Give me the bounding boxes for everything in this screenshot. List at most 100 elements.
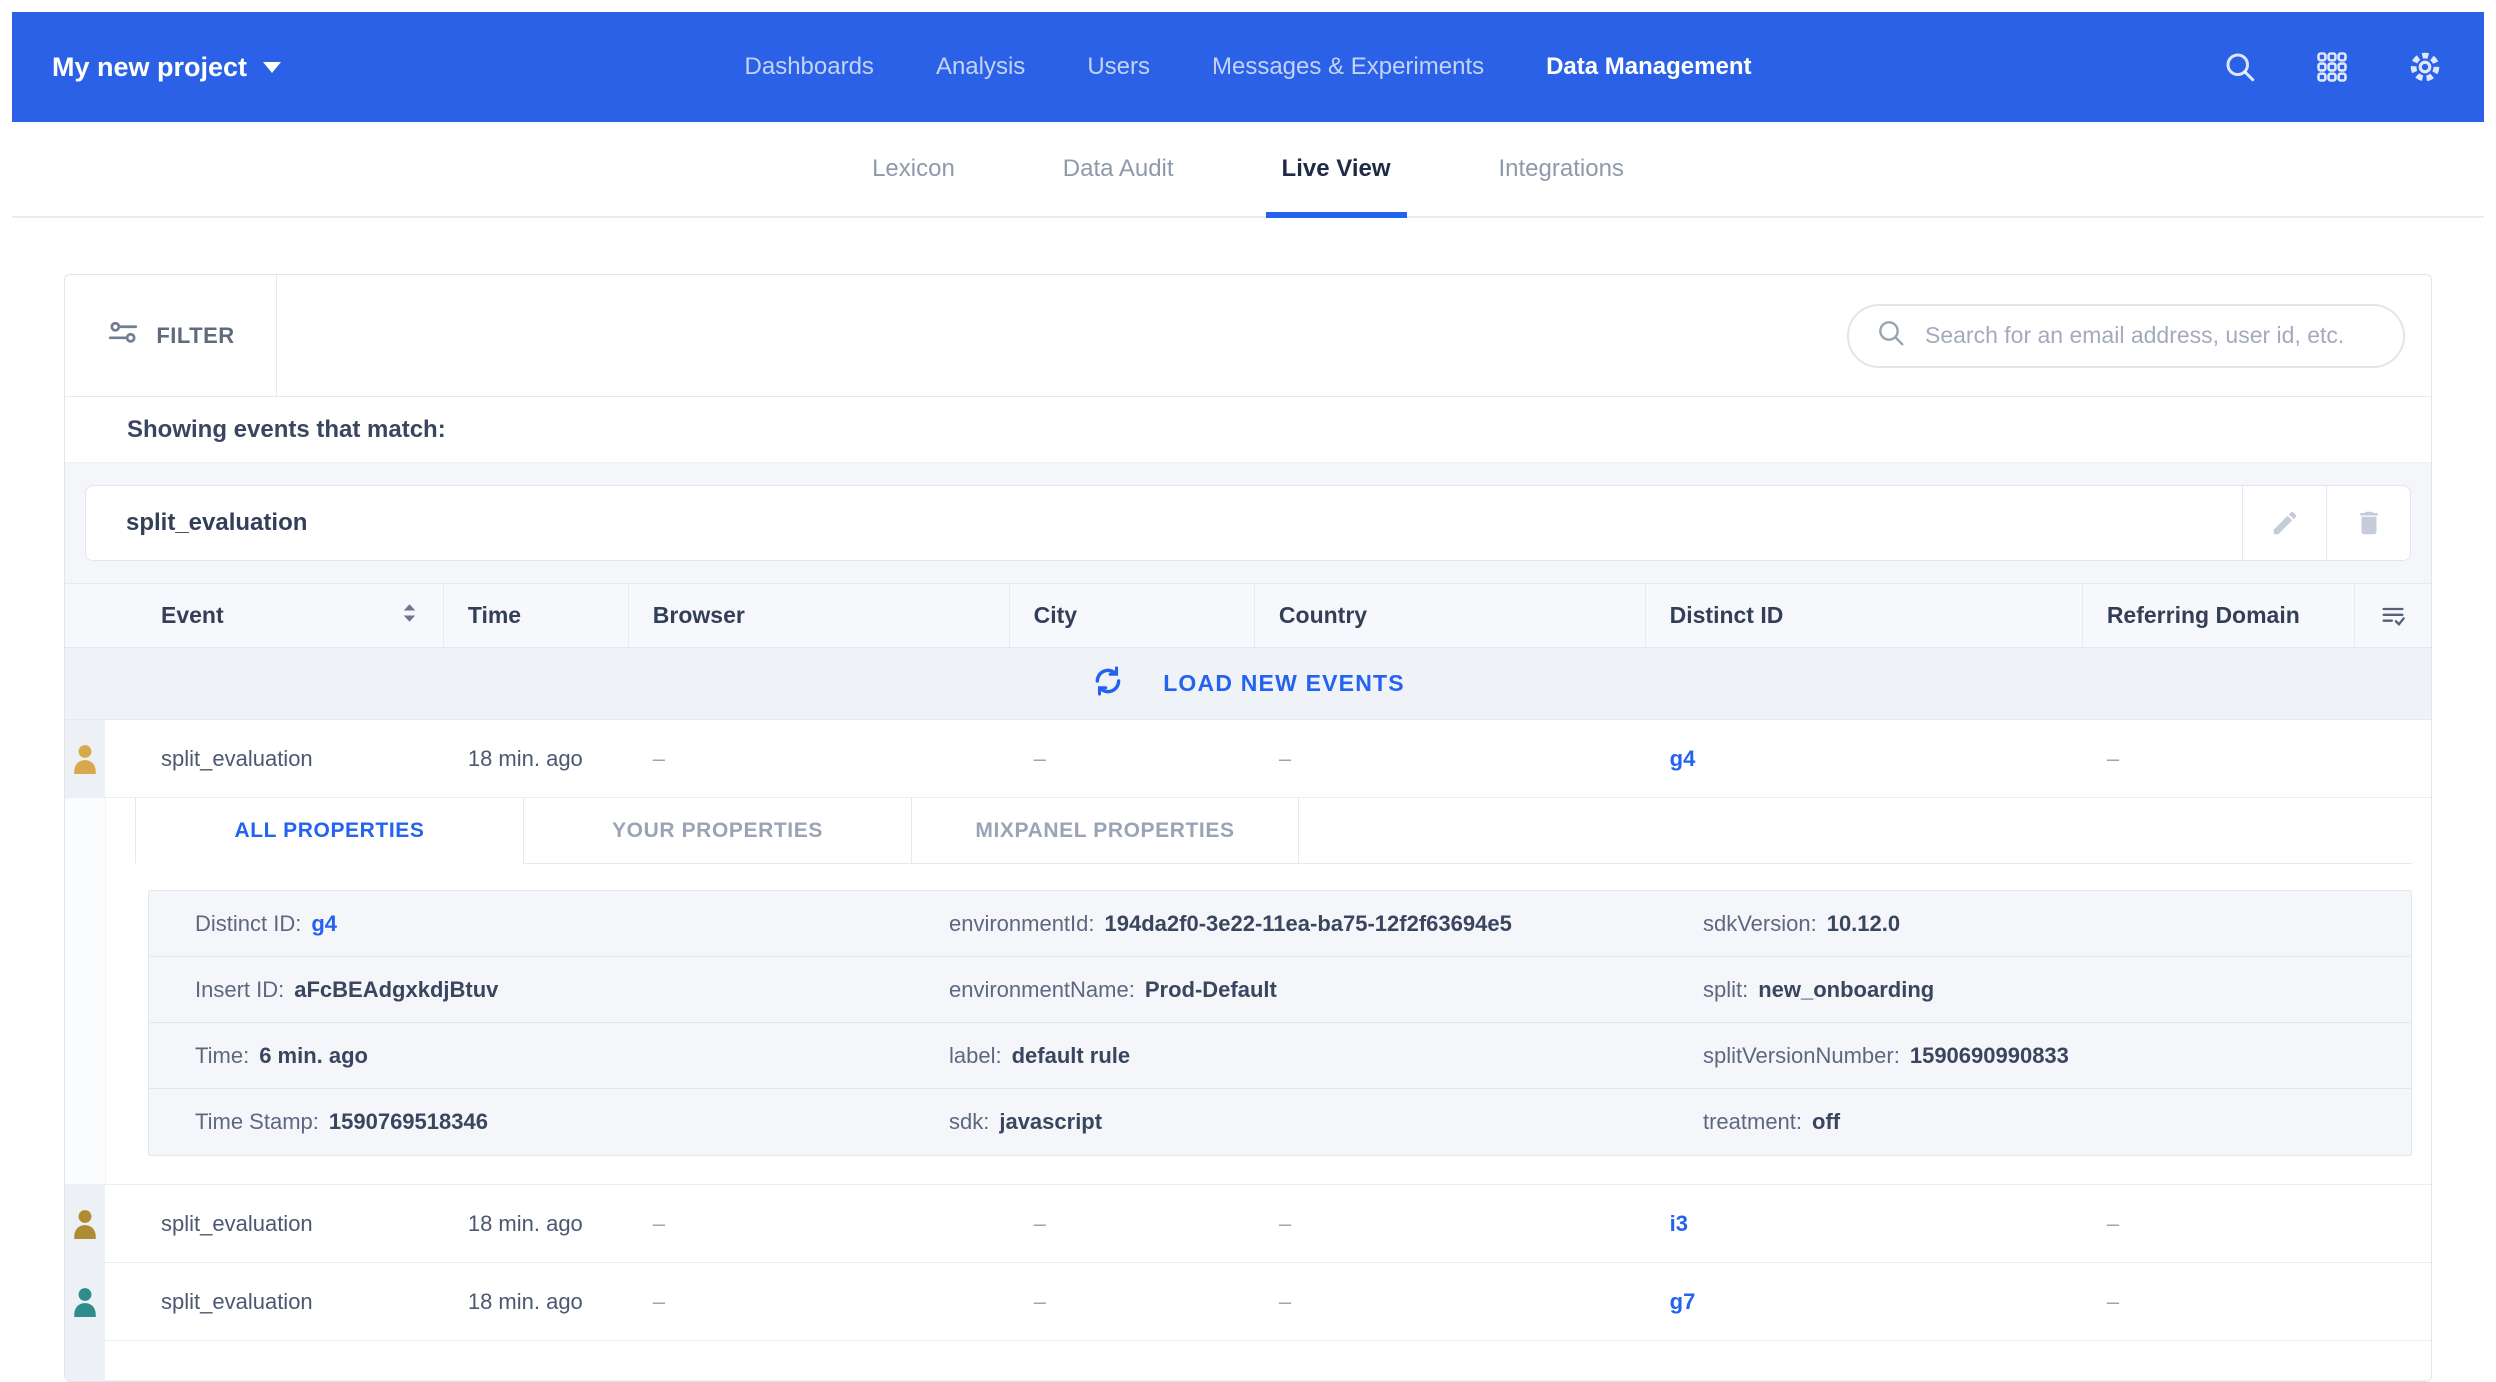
properties-row: Time: 6 min. ago label: default rule split… <box>149 1023 2411 1089</box>
event-time: 18 min. ago <box>467 1210 583 1236</box>
nav-item-analysis[interactable]: Analysis <box>935 53 1026 80</box>
distinct-id-link[interactable]: g4 <box>1669 745 1696 771</box>
navbar-icon-group <box>2222 48 2444 86</box>
top-navbar: My new project Dashboards Analysis Users… <box>12 12 2484 122</box>
filter-row: FILTER <box>65 275 2431 397</box>
event-country: – <box>1278 1288 1292 1314</box>
apps-grid-icon[interactable] <box>2314 49 2350 85</box>
edit-filter-button[interactable] <box>2242 486 2326 560</box>
nav-item-data-management[interactable]: Data Management <box>1546 53 1752 80</box>
property-value-link[interactable]: g4 <box>311 910 338 936</box>
load-new-events-button[interactable]: LOAD NEW EVENTS <box>65 648 2431 720</box>
list-check-icon <box>2382 607 2405 626</box>
events-table-header: Event Time Browser City Country Distinct… <box>65 584 2431 648</box>
search-icon <box>1875 317 1907 354</box>
avatar <box>65 1185 105 1262</box>
properties-row: Distinct ID: g4 environmentId: 194da2f0-3e… <box>149 891 2411 957</box>
filter-button[interactable]: FILTER <box>65 275 277 396</box>
table-row[interactable]: split_evaluation 18 min. ago – – – g4 – <box>65 720 2431 798</box>
distinct-id-link[interactable]: i3 <box>1669 1210 1688 1236</box>
property-label: label: <box>948 1042 1002 1068</box>
property-value: 10.12.0 <box>1826 910 1901 936</box>
property-label: environmentName: <box>948 976 1135 1002</box>
filter-sliders-icon <box>106 316 140 356</box>
column-settings-button[interactable] <box>2355 584 2431 647</box>
property-value: javascript <box>999 1109 1103 1134</box>
showing-events-heading: Showing events that match: <box>65 397 2431 463</box>
property-label: sdkVersion: <box>1702 910 1817 936</box>
property-label: sdk: <box>948 1109 990 1134</box>
tab-your-properties[interactable]: YOUR PROPERTIES <box>523 798 911 864</box>
column-header-browser[interactable]: Browser <box>629 584 1010 647</box>
property-value: 1590769518346 <box>328 1109 488 1134</box>
property-value: 1590690990833 <box>1909 1042 2069 1068</box>
event-filter-band: split_evaluation <box>65 463 2431 584</box>
distinct-id-link[interactable]: g7 <box>1669 1288 1696 1314</box>
column-header-distinct-id[interactable]: Distinct ID <box>1646 584 2083 647</box>
tab-integrations[interactable]: Integrations <box>1498 155 1624 182</box>
properties-row: Insert ID: aFcBEAdgxkdjBtuv environmentNa… <box>149 957 2411 1023</box>
event-properties-panel: ALL PROPERTIES YOUR PROPERTIES MIXPANEL … <box>65 798 2431 1185</box>
search-input[interactable] <box>1925 322 2377 349</box>
event-referring-domain: – <box>2106 745 2120 771</box>
property-value: Prod-Default <box>1144 976 1277 1002</box>
properties-grid: Distinct ID: g4 environmentId: 194da2f0-3e… <box>148 890 2412 1156</box>
event-time: 18 min. ago <box>467 745 583 771</box>
event-city: – <box>1033 745 1046 771</box>
delete-filter-button[interactable] <box>2326 486 2410 560</box>
avatar <box>65 720 105 797</box>
table-row[interactable]: split_evaluation 18 min. ago – – – i3 – <box>65 1185 2431 1263</box>
sort-icon[interactable] <box>402 602 417 629</box>
column-header-time[interactable]: Time <box>444 584 629 647</box>
column-header-referring-domain[interactable]: Referring Domain <box>2083 584 2355 647</box>
nav-item-dashboards[interactable]: Dashboards <box>744 53 874 80</box>
tab-all-properties[interactable]: ALL PROPERTIES <box>135 798 523 864</box>
property-value: aFcBEAdgxkdjBtuv <box>294 976 499 1002</box>
live-view-card: FILTER Showing events that match: split_… <box>64 274 2432 1382</box>
tab-data-audit[interactable]: Data Audit <box>1062 155 1174 182</box>
nav-item-messages-experiments[interactable]: Messages & Experiments <box>1211 53 1485 80</box>
property-label: Time Stamp: <box>195 1109 319 1134</box>
pencil-icon <box>2273 511 2296 535</box>
properties-tabs: ALL PROPERTIES YOUR PROPERTIES MIXPANEL … <box>135 798 2412 864</box>
event-time: 18 min. ago <box>467 1288 583 1314</box>
search-icon[interactable] <box>2222 49 2258 85</box>
project-switcher[interactable]: My new project <box>52 51 282 83</box>
property-label: treatment: <box>1702 1109 1803 1134</box>
column-header-country[interactable]: Country <box>1255 584 1646 647</box>
load-new-events-label: LOAD NEW EVENTS <box>1163 670 1405 696</box>
event-city: – <box>1033 1210 1046 1236</box>
properties-row: Time Stamp: 1590769518346 sdk: javascript … <box>149 1089 2411 1155</box>
tab-live-view[interactable]: Live View <box>1265 122 1407 218</box>
tab-lexicon[interactable]: Lexicon <box>872 155 955 182</box>
person-icon <box>74 744 96 774</box>
filter-button-label: FILTER <box>156 322 235 348</box>
trash-icon <box>2359 511 2378 535</box>
event-city: – <box>1033 1288 1046 1314</box>
settings-gear-icon[interactable] <box>2406 48 2444 86</box>
person-icon <box>74 1209 96 1239</box>
person-icon <box>74 1287 96 1317</box>
property-label: environmentId: <box>948 910 1095 936</box>
event-referring-domain: – <box>2106 1210 2120 1236</box>
property-label: splitVersionNumber: <box>1702 1042 1900 1068</box>
data-management-subnav: Lexicon Data Audit Live View Integration… <box>12 122 2484 218</box>
nav-item-users[interactable]: Users <box>1087 53 1150 80</box>
property-value: 6 min. ago <box>259 1042 368 1068</box>
property-label: Time: <box>195 1042 250 1068</box>
avatar <box>65 1263 105 1340</box>
property-label: Insert ID: <box>195 976 285 1002</box>
refresh-icon <box>1091 664 1125 704</box>
event-search-box[interactable] <box>1847 303 2405 368</box>
column-header-event[interactable]: Event <box>65 584 444 647</box>
event-country: – <box>1278 1210 1292 1236</box>
property-value: 194da2f0-3e22-11ea-ba75-12f2f63694e5 <box>1104 910 1512 936</box>
table-row[interactable]: split_evaluation 18 min. ago – – – g7 – <box>65 1263 2431 1341</box>
project-name: My new project <box>52 51 248 82</box>
tab-mixpanel-properties[interactable]: MIXPANEL PROPERTIES <box>911 798 1299 864</box>
main-nav: Dashboards Analysis Users Messages & Exp… <box>745 53 1752 81</box>
event-browser: – <box>652 745 666 771</box>
column-header-city[interactable]: City <box>1010 584 1255 647</box>
chevron-down-icon <box>263 61 282 73</box>
